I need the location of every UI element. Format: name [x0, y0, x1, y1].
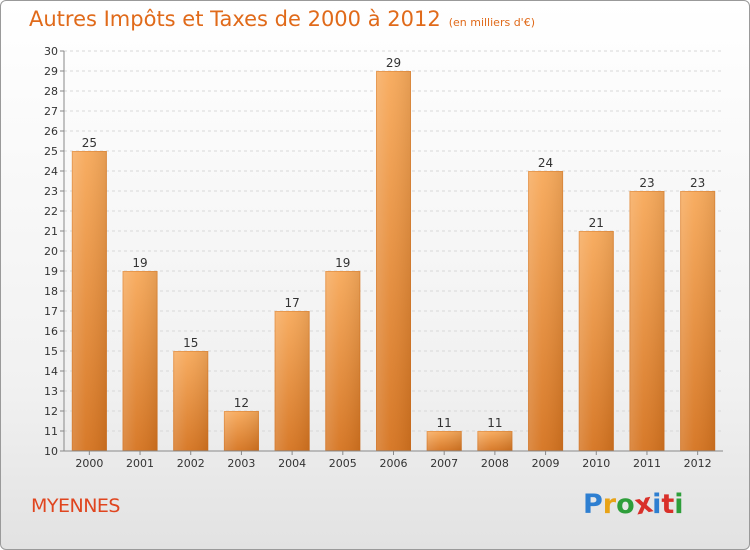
x-tick-label: 2004	[278, 457, 306, 470]
y-tick-label: 29	[44, 65, 58, 78]
bars	[71, 71, 716, 451]
y-tick-label: 11	[44, 425, 58, 438]
bar-2000	[71, 151, 107, 451]
bar-2010	[578, 231, 614, 451]
x-axis-ticks: 2000 2001 2002 2003 2004 2005 2006 2007 2008 2009…	[75, 451, 712, 470]
x-tick-label: 2007	[430, 457, 458, 470]
x-tick-label: 2010	[582, 457, 610, 470]
data-label: 17	[284, 296, 299, 310]
chart-subtitle: (en milliers d'€)	[448, 16, 535, 29]
data-labels: 25 19 15 12 17 19 29 11 11 24 21 23 23	[82, 56, 706, 430]
y-tick-label: 12	[44, 405, 58, 418]
y-axis-ticks: 10 11 12 13 14 15 16 17 18 19 20 21 22 23 24 25 26 27 28 29…	[44, 45, 64, 458]
y-tick-label: 26	[44, 125, 58, 138]
x-tick-label: 2012	[684, 457, 712, 470]
bar-2008	[477, 431, 513, 451]
x-tick-label: 2003	[227, 457, 255, 470]
data-label: 19	[335, 256, 350, 270]
y-tick-label: 20	[44, 245, 58, 258]
logo-letter: i	[674, 489, 684, 520]
y-tick-label: 14	[44, 365, 58, 378]
x-tick-label: 2011	[633, 457, 661, 470]
y-tick-label: 13	[44, 385, 58, 398]
bar-2002	[173, 351, 209, 451]
x-tick-label: 2005	[329, 457, 357, 470]
data-label: 11	[487, 416, 502, 430]
bar-2007	[426, 431, 462, 451]
x-tick-label: 2006	[380, 457, 408, 470]
bar-2012	[680, 191, 716, 451]
y-tick-label: 18	[44, 285, 58, 298]
logo-letter: o	[616, 489, 635, 520]
y-tick-label: 21	[44, 225, 58, 238]
bar-2001	[122, 271, 158, 451]
y-tick-label: 23	[44, 185, 58, 198]
y-tick-label: 10	[44, 445, 58, 458]
y-tick-label: 28	[44, 85, 58, 98]
x-tick-label: 2000	[75, 457, 103, 470]
data-label: 12	[234, 396, 249, 410]
logo-letter: r	[602, 489, 617, 520]
x-tick-label: 2008	[481, 457, 509, 470]
data-label: 19	[132, 256, 147, 270]
x-tick-label: 2002	[177, 457, 205, 470]
y-tick-label: 27	[44, 105, 58, 118]
y-tick-label: 24	[44, 165, 58, 178]
data-label: 23	[690, 176, 705, 190]
x-tick-label: 2001	[126, 457, 154, 470]
bar-2005	[325, 271, 361, 451]
bar-2003	[223, 411, 259, 451]
logo-letter: i	[652, 489, 662, 520]
y-tick-label: 17	[44, 305, 58, 318]
data-label: 21	[589, 216, 604, 230]
chart-title: Autres Impôts et Taxes de 2000 à 2012	[29, 7, 441, 31]
data-label: 29	[386, 56, 401, 70]
bar-2011	[629, 191, 665, 451]
data-label: 15	[183, 336, 198, 350]
bar-2004	[274, 311, 310, 451]
y-tick-label: 30	[44, 45, 58, 58]
title-block: Autres Impôts et Taxes de 2000 à 2012 (en…	[29, 7, 535, 31]
x-tick-label: 2009	[532, 457, 560, 470]
data-label: 11	[437, 416, 452, 430]
y-tick-label: 19	[44, 265, 58, 278]
bar-2006	[376, 71, 411, 451]
proxiti-logo: Proxiti	[583, 488, 684, 522]
data-label: 24	[538, 156, 553, 170]
bar-2009	[528, 171, 564, 451]
y-tick-label: 25	[44, 145, 58, 158]
y-tick-label: 16	[44, 325, 58, 338]
logo-letter: P	[583, 489, 603, 520]
axes	[63, 51, 723, 452]
logo-letter: t	[661, 489, 675, 520]
commune-name: MYENNES	[31, 495, 121, 517]
y-tick-label: 15	[44, 345, 58, 358]
data-label: 23	[639, 176, 654, 190]
data-label: 25	[82, 136, 97, 150]
y-tick-label: 22	[44, 205, 58, 218]
